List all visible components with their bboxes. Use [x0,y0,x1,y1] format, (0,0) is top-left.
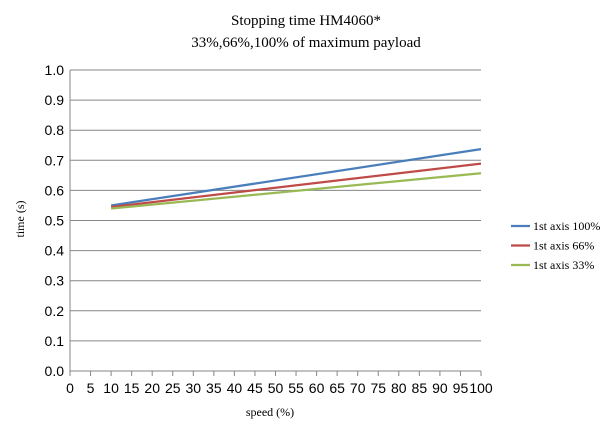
x-tick-label: 35 [206,380,222,396]
chart-subtitle: 33%,66%,100% of maximum payload [191,35,421,51]
grid-lines [70,69,481,342]
y-tick-label: 0.1 [45,333,65,349]
series-line [110,172,482,210]
y-axis-label: time (s) [13,201,27,238]
x-tick-label: 25 [165,380,181,396]
series-line [110,148,482,207]
y-tick-label: 0.4 [45,243,65,259]
y-tick-label: 0.2 [45,303,65,319]
y-tick-label: 0.6 [45,182,65,198]
y-tick-label: 0.9 [45,92,65,108]
x-tick-label: 50 [268,380,284,396]
series-lines [110,148,482,210]
x-axis-ticks: 0 5 10 15 20 25 30 35 40 45 50 55 60 65 70 75 80 85 90 95 10… [66,371,493,396]
series-line [110,162,482,209]
y-tick-label: 0.5 [45,213,65,229]
x-axis-label: speed (%) [246,405,294,419]
x-tick-label: 95 [453,380,469,396]
x-tick-label: 60 [309,380,325,396]
y-tick-label: 0.7 [45,152,65,168]
x-tick-label: 10 [103,380,119,396]
x-tick-label: 5 [87,380,95,396]
legend-entry: 1st axis 33% [533,258,594,272]
x-tick-label: 65 [329,380,345,396]
x-tick-label: 45 [247,380,263,396]
legend-entry: 1st axis 100% [533,219,600,233]
x-tick-label: 20 [144,380,160,396]
chart-title: Stopping time HM4060* [231,13,381,29]
x-tick-label: 0 [66,380,74,396]
x-tick-label: 80 [391,380,407,396]
y-tick-label: 1.0 [45,62,65,78]
x-tick-label: 55 [288,380,304,396]
y-axis-ticks: 0.0 0.1 0.2 0.3 0.4 0.5 0.6 0.7 0.8 0.9 1.0 [45,62,65,379]
y-tick-label: 0.3 [45,273,65,289]
x-tick-label: 15 [124,380,140,396]
x-tick-label: 75 [370,380,386,396]
x-tick-label: 70 [350,380,366,396]
x-tick-label: 100 [469,380,493,396]
x-tick-label: 40 [227,380,243,396]
x-tick-label: 85 [412,380,428,396]
legend-entry: 1st axis 66% [533,239,594,253]
x-tick-label: 30 [186,380,202,396]
legend: 1st axis 100% 1st axis 66% 1st axis 33% [511,219,600,272]
x-tick-label: 90 [432,380,448,396]
y-tick-label: 0.8 [45,122,65,138]
y-tick-label: 0.0 [45,363,65,379]
